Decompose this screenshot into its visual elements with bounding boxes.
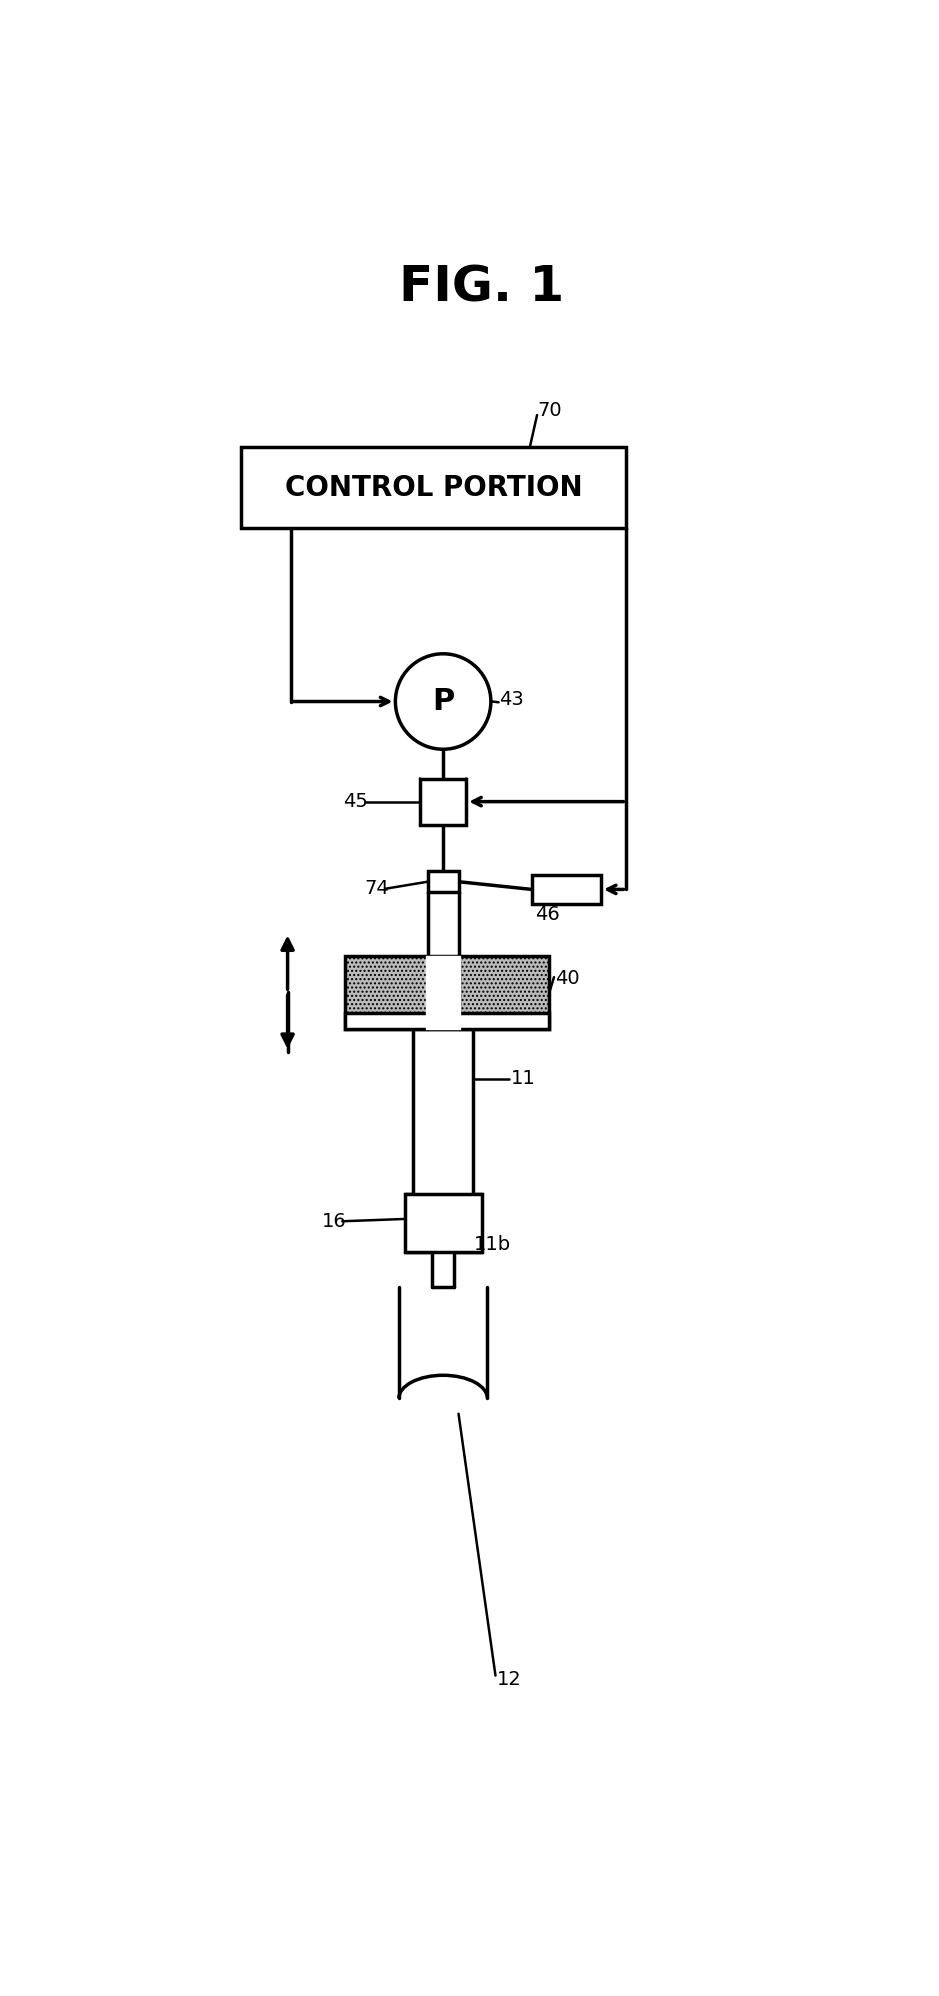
Bar (405, 1194, 482, 1251)
Text: 46: 46 (535, 904, 561, 924)
Bar (420, 778, 467, 824)
Bar (345, 1014, 548, 1028)
Text: P: P (432, 687, 454, 717)
Text: 43: 43 (500, 691, 524, 709)
Bar (345, 956, 548, 1028)
Text: 45: 45 (343, 792, 368, 810)
Bar (428, 870, 458, 892)
Text: 16: 16 (322, 1212, 347, 1232)
Text: 70: 70 (538, 401, 562, 419)
Text: 11b: 11b (474, 1236, 511, 1253)
Text: CONTROL PORTION: CONTROL PORTION (285, 473, 583, 501)
Bar (531, 874, 601, 904)
Text: 74: 74 (364, 878, 390, 898)
Text: FIG. 1: FIG. 1 (399, 263, 563, 311)
Circle shape (395, 655, 491, 748)
Text: 11: 11 (511, 1070, 535, 1088)
Bar (241, 447, 626, 529)
Text: 12: 12 (497, 1671, 522, 1689)
Text: 40: 40 (555, 970, 579, 988)
